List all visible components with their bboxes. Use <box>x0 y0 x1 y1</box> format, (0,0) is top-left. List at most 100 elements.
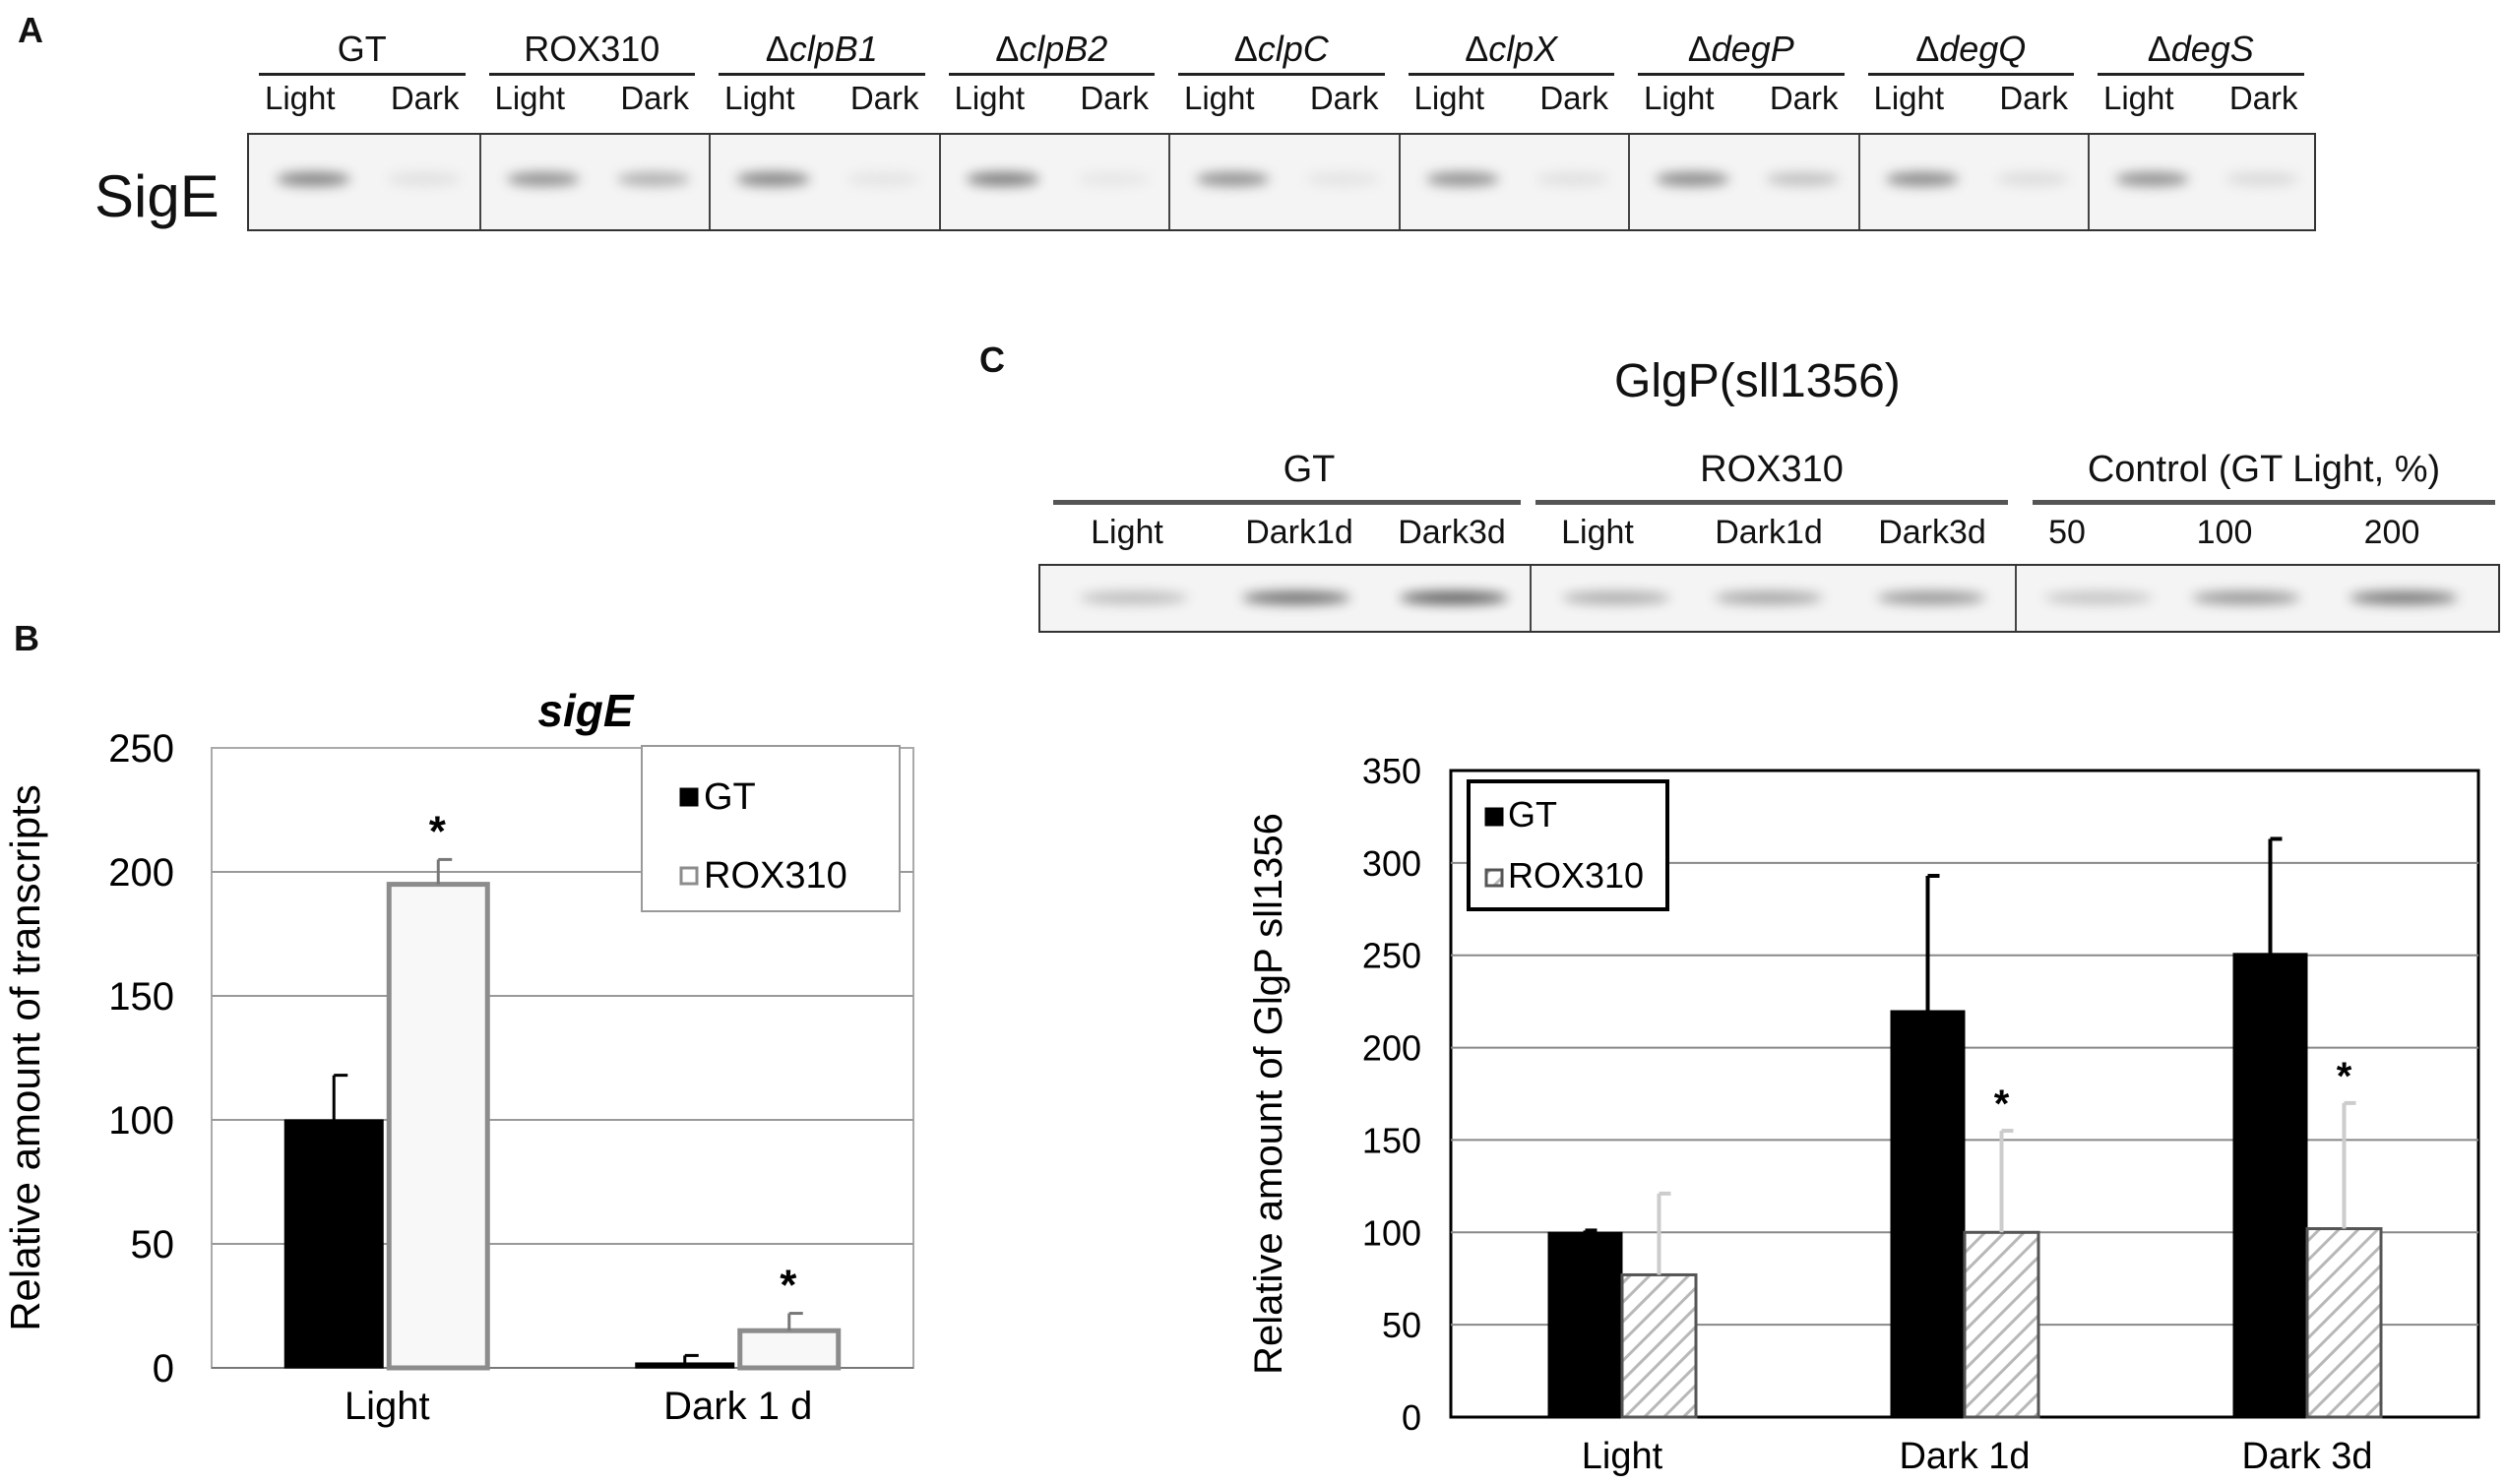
legend-label-rox310: ROX310 <box>1508 855 1644 896</box>
strain-name: ΔclpC <box>1178 28 1385 71</box>
bar-rox310 <box>386 882 490 1371</box>
lane-label-light: Light <box>265 80 336 116</box>
blot-lane-separator <box>709 135 711 229</box>
chart-glgp-amount: 0 50 100 150 200 250 300 350 Relative amount of … <box>1230 718 2500 1479</box>
strain-header-GT: GT Light Dark <box>259 28 466 116</box>
legend-swatch-rox310 <box>679 866 699 886</box>
band-light <box>966 172 1040 186</box>
blot-lane-separator <box>2088 135 2090 229</box>
significance-asterisk: * <box>780 1262 797 1310</box>
band-dark <box>1076 172 1151 186</box>
bar-rox310 <box>1620 1272 1698 1419</box>
sige-blot-image <box>247 133 2316 231</box>
strain-prefix: Δ <box>1233 29 1258 69</box>
band-dark <box>387 172 461 186</box>
bar-gt <box>2232 953 2308 1418</box>
band-light <box>506 172 581 186</box>
lane-gt-light: Light <box>1091 514 1163 551</box>
y-axis-label: Relative amount of GlgP sll1356 <box>1247 813 1290 1375</box>
y-tick-label: 100 <box>1362 1212 1421 1253</box>
strain-header-clpB1: ΔclpB1 Light Dark <box>719 28 925 116</box>
strain-header-degS: ΔdegS Light Dark <box>2098 28 2304 116</box>
blot-lane-separator <box>1628 135 1630 229</box>
strain-rule <box>488 73 695 76</box>
lane-labels: Light Dark <box>1409 80 1615 117</box>
strain-gene: degS <box>2170 29 2254 69</box>
strain-name: ΔdegS <box>2098 28 2304 71</box>
strain-name: ΔclpX <box>1409 28 1615 71</box>
strain-rule <box>2098 73 2304 76</box>
lane-labels: Light Dark <box>2098 80 2304 117</box>
strain-rule <box>259 73 466 76</box>
glgp-band <box>2349 591 2458 604</box>
band-dark <box>1535 172 1610 186</box>
chart-glgp-svg: 0 50 100 150 200 250 300 350 Relative amount of … <box>1247 751 2480 1477</box>
glgp-band <box>2044 591 2153 604</box>
strain-gene: clpB2 <box>1019 29 1108 69</box>
legend-swatch-gt <box>1484 807 1504 827</box>
group-rox310-label: ROX310 <box>1700 449 1844 490</box>
glgp-band <box>1715 591 1823 604</box>
lane-rox-light: Light <box>1561 514 1634 551</box>
lane-control-50: 50 <box>2048 514 2086 551</box>
y-tick-label: 50 <box>131 1223 175 1267</box>
y-tick-label: 200 <box>1362 1028 1421 1069</box>
group-rox310-rule <box>1535 500 2008 505</box>
y-tick-label: 200 <box>108 851 174 895</box>
strain-rule <box>719 73 925 76</box>
x-tick-label: Dark 3d <box>2241 1436 2372 1477</box>
strain-gene: GT <box>337 29 387 69</box>
strain-header-clpC: ΔclpC Light Dark <box>1178 28 1385 116</box>
group-control-label: Control (GT Light, %) <box>2087 449 2441 490</box>
strain-name: GT <box>259 28 466 71</box>
x-tick-label: Light <box>345 1385 430 1428</box>
strain-rule <box>1638 73 1845 76</box>
lane-labels: Light Dark <box>1638 80 1845 117</box>
band-dark <box>616 172 691 186</box>
panel-letter-c: C <box>979 340 1005 380</box>
y-tick-label: 50 <box>1382 1305 1421 1345</box>
lane-labels: Light Dark <box>259 80 466 117</box>
band-light <box>1885 172 1960 186</box>
strain-name: ΔdegQ <box>1868 28 2075 71</box>
band-dark <box>846 172 920 186</box>
chart-sige-transcripts: sigE 0 50 100 150 200 250 Relative amount of tr… <box>0 669 945 1479</box>
glgp-band <box>1400 591 1508 604</box>
group-control-rule <box>2033 500 2495 505</box>
lane-label-dark: Dark <box>620 80 689 116</box>
significance-asterisk: * <box>1994 1082 2010 1126</box>
strain-prefix: Δ <box>2147 29 2171 69</box>
bar-gt <box>1547 1231 1623 1418</box>
strain-rule <box>948 73 1155 76</box>
legend-label-gt: GT <box>1508 794 1557 835</box>
group-gt-label: GT <box>1283 449 1336 490</box>
strain-prefix: Δ <box>765 29 789 69</box>
blot-lane-separator <box>1398 135 1401 229</box>
lane-gt-dark3d: Dark3d <box>1398 514 1506 551</box>
strain-gene: clpB1 <box>788 29 878 69</box>
band-light <box>736 172 810 186</box>
blot-group-separator <box>1530 566 1532 631</box>
glgp-blot-image <box>1038 564 2500 633</box>
strain-gene: degP <box>1711 29 1794 69</box>
strain-prefix: Δ <box>1465 29 1489 69</box>
strain-header-clpX: ΔclpX Light Dark <box>1408 28 1615 117</box>
lane-label-light: Light <box>1184 80 1255 116</box>
glgp-band <box>1242 591 1350 604</box>
strain-prefix: Δ <box>1687 29 1712 69</box>
strain-gene: clpX <box>1488 29 1558 69</box>
y-tick-label: 250 <box>1362 936 1421 976</box>
band-dark <box>1766 172 1840 186</box>
lane-label-light: Light <box>1413 80 1485 116</box>
lane-control-100: 100 <box>2196 514 2253 551</box>
lane-labels: Light Dark <box>719 80 925 117</box>
y-tick-label: 350 <box>1362 751 1421 791</box>
lane-labels: Light Dark <box>1178 80 1385 117</box>
glgp-band <box>1877 591 1985 604</box>
band-light <box>1196 172 1270 186</box>
strain-rule <box>1178 73 1385 76</box>
lane-label-dark: Dark <box>1999 80 2068 116</box>
lane-label-light: Light <box>1644 80 1715 116</box>
lane-rox-dark3d: Dark3d <box>1878 514 1986 551</box>
y-axis-label: Relative amount of transcripts <box>2 784 48 1331</box>
